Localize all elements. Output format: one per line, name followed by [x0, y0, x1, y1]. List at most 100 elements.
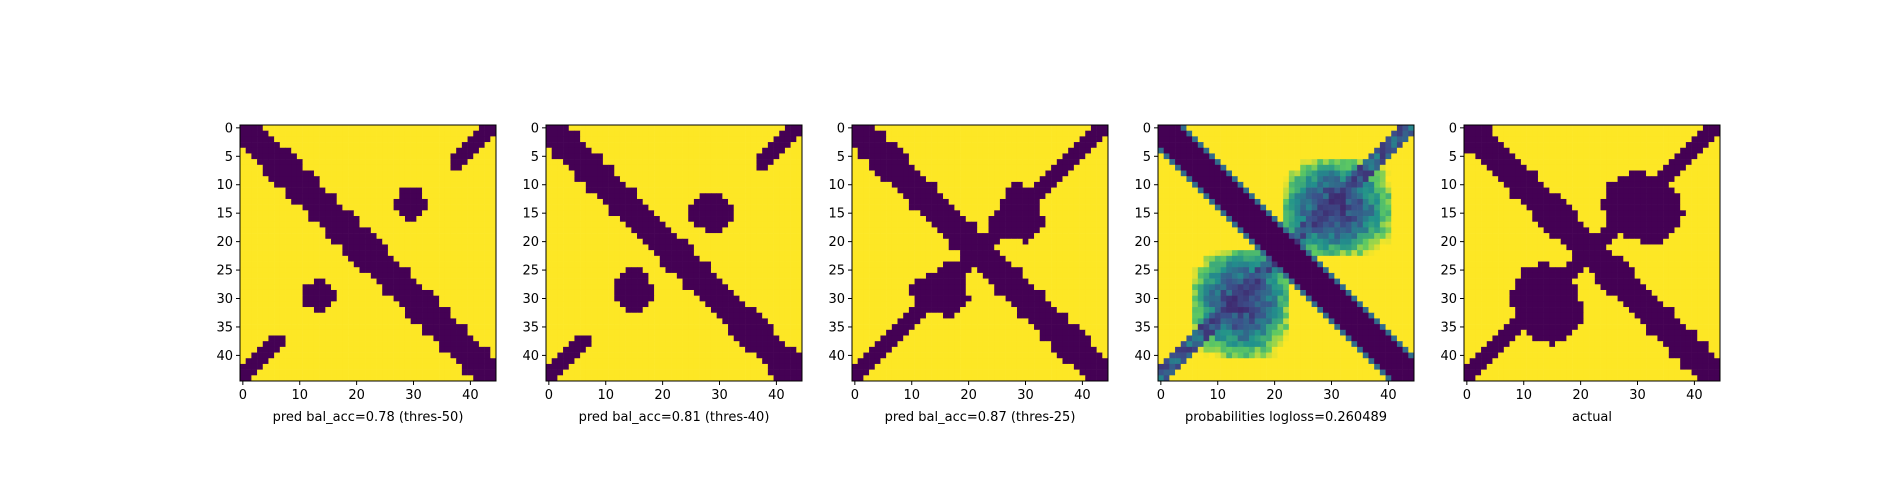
heatmap-cell	[359, 142, 366, 149]
heatmap-cell	[693, 233, 700, 240]
heatmap-cell	[580, 278, 587, 285]
heatmap-cell	[257, 358, 264, 365]
heatmap-cell	[563, 147, 570, 154]
heatmap-cell	[796, 170, 803, 177]
heatmap-cell	[625, 210, 632, 217]
heatmap-cell	[779, 170, 786, 177]
heatmap-cell	[722, 346, 729, 353]
heatmap-cell	[478, 369, 485, 376]
heatmap-cell	[370, 329, 377, 336]
heatmap-cell	[608, 187, 615, 194]
heatmap-cell	[982, 227, 989, 234]
heatmap-cell	[1062, 176, 1069, 183]
heatmap-cell	[597, 375, 604, 382]
heatmap-cell	[268, 329, 275, 336]
heatmap-cell	[762, 352, 769, 359]
heatmap-cell	[665, 346, 672, 353]
heatmap-cell	[410, 153, 417, 160]
heatmap-cell	[370, 233, 377, 240]
heatmap-cell	[948, 176, 955, 183]
heatmap-cell	[376, 227, 383, 234]
heatmap-cell	[342, 233, 349, 240]
heatmap-cell	[796, 346, 803, 353]
heatmap-cell	[937, 125, 944, 131]
heatmap-cell	[551, 170, 558, 177]
heatmap-cell	[682, 187, 689, 194]
heatmap-cell	[245, 346, 252, 353]
heatmap-cell	[478, 375, 485, 382]
heatmap-cell	[285, 278, 292, 285]
heatmap-cell	[659, 375, 666, 382]
heatmap-cell	[376, 136, 383, 143]
heatmap-cell	[688, 153, 695, 160]
heatmap-cell	[745, 147, 752, 154]
heatmap-cell	[728, 238, 735, 245]
heatmap-cell	[416, 307, 423, 314]
heatmap-cell	[745, 176, 752, 183]
heatmap-cell	[688, 312, 695, 319]
heatmap-cell	[790, 142, 797, 149]
heatmap-cell	[331, 204, 338, 211]
heatmap-cell	[257, 187, 264, 194]
heatmap-cell	[484, 187, 491, 194]
heatmap-cell	[682, 227, 689, 234]
heatmap-cell	[285, 289, 292, 296]
heatmap-cell	[762, 227, 769, 234]
heatmap-cell	[790, 261, 797, 268]
heatmap-cell	[365, 289, 372, 296]
heatmap-cell	[925, 193, 932, 200]
heatmap-cell	[279, 329, 286, 336]
heatmap-cell	[279, 341, 286, 348]
heatmap-cell	[257, 363, 264, 370]
heatmap-cell	[348, 295, 355, 302]
heatmap-cell	[779, 261, 786, 268]
heatmap-cell	[342, 289, 349, 296]
heatmap-cell	[484, 210, 491, 217]
heatmap-cell	[1056, 159, 1063, 166]
heatmap-cell	[977, 142, 984, 149]
heatmap-cell	[456, 164, 463, 171]
heatmap-cell	[784, 238, 791, 245]
heatmap-cell	[767, 238, 774, 245]
heatmap-cell	[745, 125, 752, 131]
heatmap-cell	[784, 352, 791, 359]
heatmap-cell	[716, 284, 723, 291]
heatmap-cell	[433, 221, 440, 228]
heatmap-cell	[767, 329, 774, 336]
heatmap-cell	[331, 198, 338, 205]
heatmap-cell	[705, 164, 712, 171]
heatmap-cell	[365, 210, 372, 217]
heatmap-cell	[240, 358, 246, 365]
heatmap-cell	[302, 198, 309, 205]
heatmap-cell	[456, 329, 463, 336]
heatmap-cell	[478, 181, 485, 188]
heatmap-cell	[382, 181, 389, 188]
heatmap-cell	[467, 346, 474, 353]
heatmap-cell	[999, 136, 1006, 143]
heatmap-cell	[637, 153, 644, 160]
heatmap-cell	[274, 198, 281, 205]
heatmap-cell	[784, 301, 791, 308]
heatmap-cell	[444, 125, 451, 131]
heatmap-cell	[988, 233, 995, 240]
heatmap-cell	[857, 176, 864, 183]
heatmap-cell	[279, 352, 286, 359]
heatmap-cell	[756, 318, 763, 325]
heatmap-cell	[387, 198, 394, 205]
heatmap-cell	[682, 335, 689, 342]
heatmap-cell	[739, 341, 746, 348]
heatmap-cell	[591, 312, 598, 319]
heatmap-cell	[257, 335, 264, 342]
heatmap-cell	[908, 176, 915, 183]
heatmap-cell	[857, 204, 864, 211]
heatmap-cell	[999, 159, 1006, 166]
heatmap-cell	[728, 136, 735, 143]
heatmap-cell	[580, 216, 587, 223]
heatmap-cell	[308, 210, 315, 217]
heatmap-cell	[359, 193, 366, 200]
heatmap-cell	[473, 352, 480, 359]
heatmap-cell	[1079, 227, 1086, 234]
heatmap-cell	[404, 289, 411, 296]
heatmap-cell	[642, 301, 649, 308]
heatmap-cell	[710, 255, 717, 262]
